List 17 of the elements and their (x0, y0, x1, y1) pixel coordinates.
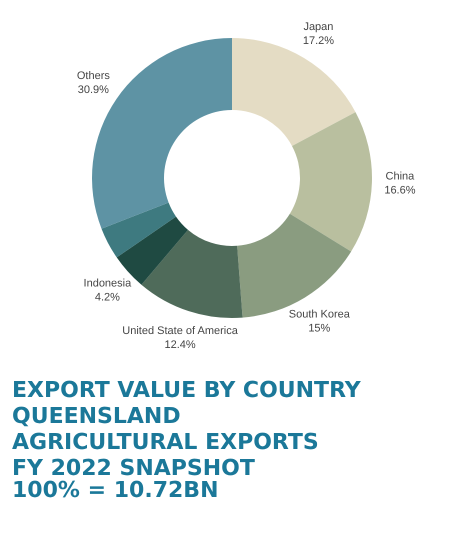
donut-slice (290, 112, 372, 252)
donut-slice (232, 38, 356, 146)
data-label: 15% (308, 322, 331, 335)
data-label: 4.2% (94, 292, 120, 304)
slice-label: United State of America (122, 324, 239, 337)
data-label: 16.6% (384, 184, 416, 196)
data-label: 30.9% (78, 84, 110, 96)
slice-label: Indonesia (84, 278, 132, 290)
data-label: 17.2% (302, 34, 334, 47)
data-label: 12.4% (164, 338, 196, 351)
donut-slice (141, 230, 243, 318)
slice-label: Others (76, 70, 110, 82)
slice-label: China (386, 170, 416, 182)
slice-label: Japan (303, 20, 334, 33)
donut-slice (102, 202, 176, 258)
donut-slice (237, 214, 352, 318)
slice-label: South Korea (288, 308, 351, 321)
